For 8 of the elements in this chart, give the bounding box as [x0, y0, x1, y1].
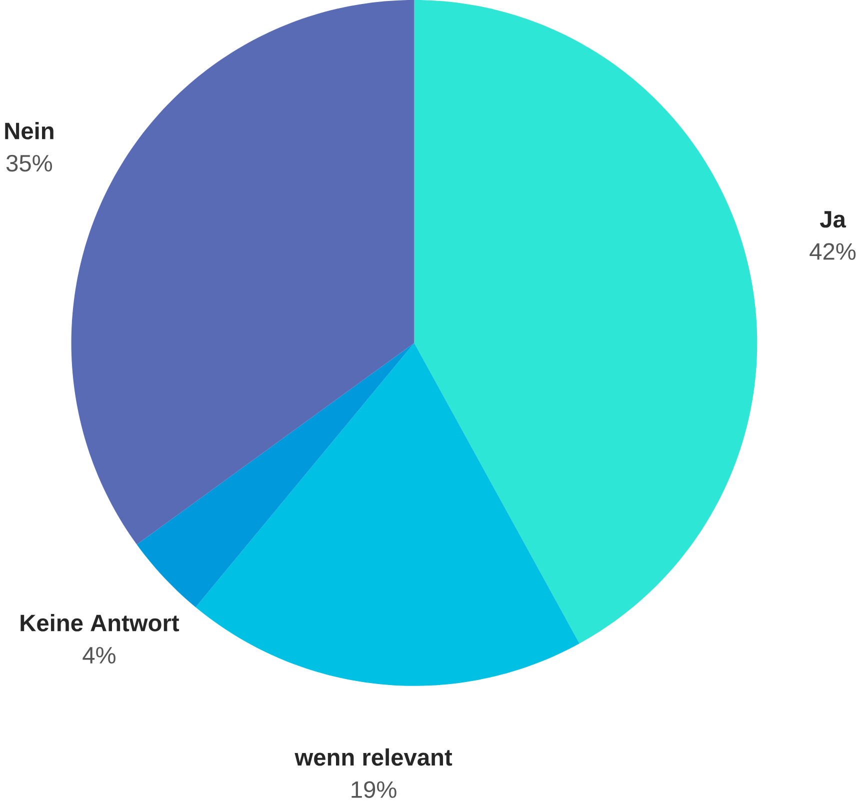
slice-label: Keine Antwort — [20, 614, 180, 632]
slice-label: Nein — [5, 122, 54, 140]
data-label: 35% — [6, 155, 52, 172]
data-label: 4% — [82, 647, 116, 664]
slice-label: wenn relevant — [294, 748, 452, 766]
data-label: 19% — [352, 781, 396, 798]
slice-label: Ja — [820, 211, 846, 228]
data-label: 42% — [810, 243, 856, 260]
